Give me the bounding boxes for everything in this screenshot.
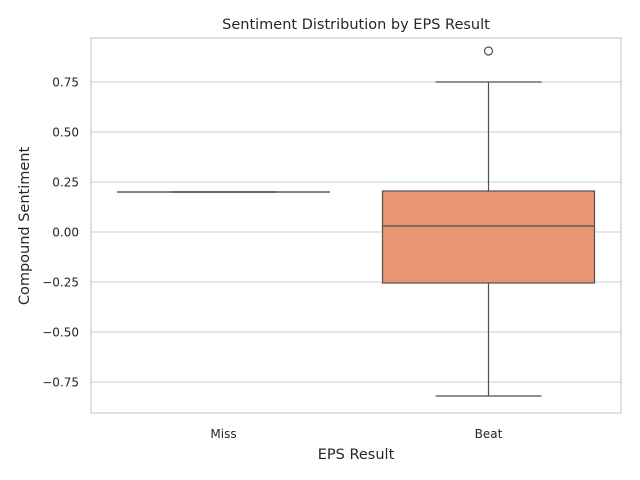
y-tick-label: 0.75	[52, 76, 79, 90]
y-gridlines	[91, 81, 621, 383]
y-tick-label: −0.50	[42, 326, 79, 340]
x-tick-label: Beat	[475, 427, 503, 441]
y-tick-labels: 0.75 0.50 0.25 0.00 −0.25 −0.50 −0.75	[42, 76, 79, 390]
x-tick-labels: Miss Beat	[210, 427, 502, 441]
x-tick-label: Miss	[210, 427, 236, 441]
y-tick-label: −0.25	[42, 276, 79, 290]
plot-frame	[90, 37, 622, 414]
y-tick-label: −0.75	[42, 376, 79, 390]
x-axis-label: EPS Result	[318, 447, 395, 463]
y-tick-label: 0.50	[52, 126, 79, 140]
box-beat	[381, 190, 596, 284]
outlier-point	[483, 46, 494, 56]
y-axis-label: Compound Sentiment	[17, 147, 33, 306]
boxes-layer	[116, 46, 596, 397]
y-tick-label: 0.00	[52, 226, 79, 240]
y-tick-label: 0.25	[52, 176, 79, 190]
chart-title: Sentiment Distribution by EPS Result	[222, 17, 490, 33]
